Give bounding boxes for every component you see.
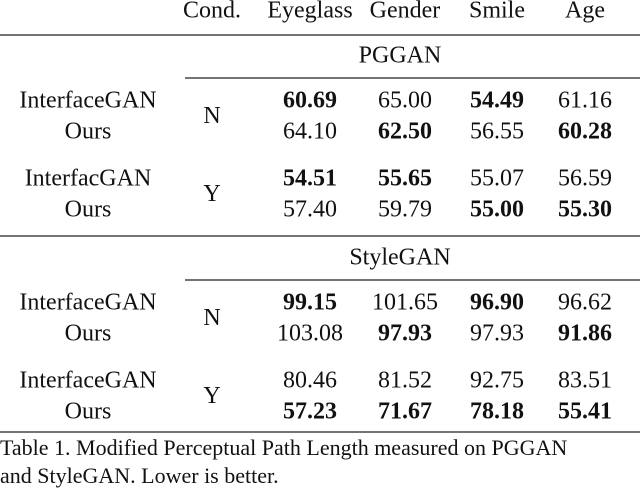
method-name: Ours [65, 399, 112, 425]
cell-value: 97.93 [470, 321, 524, 347]
condition: Y [203, 181, 220, 207]
cell-value: 62.50 [378, 119, 432, 145]
cell-value: 71.67 [378, 399, 432, 425]
cell-value: 78.18 [470, 399, 524, 425]
column-header: Eyeglass [267, 0, 352, 24]
cell-value: 83.51 [558, 368, 612, 394]
cell-value: 55.30 [558, 197, 612, 223]
cell-value: 56.55 [470, 119, 524, 145]
condition: Y [203, 383, 220, 409]
cell-value: 54.51 [283, 166, 337, 192]
cell-value: 99.15 [283, 290, 337, 316]
cell-value: 65.00 [378, 88, 432, 114]
section-title: StyleGAN [349, 245, 450, 271]
caption-line: and StyleGAN. Lower is better. [0, 463, 279, 488]
cell-value: 59.79 [378, 197, 432, 223]
cell-value: 55.00 [470, 197, 524, 223]
cell-value: 54.49 [470, 88, 524, 114]
cell-value: 64.10 [283, 119, 337, 145]
section-title: PGGAN [359, 43, 442, 69]
column-header: Age [565, 0, 605, 24]
cell-value: 57.23 [283, 399, 337, 425]
cell-value: 55.65 [378, 166, 432, 192]
method-name: InterfaceGAN [19, 368, 156, 394]
cell-value: 55.41 [558, 399, 612, 425]
column-header: Smile [469, 0, 525, 24]
method-name: InterfaceGAN [19, 88, 156, 114]
cell-value: 103.08 [277, 321, 343, 347]
cell-value: 80.46 [283, 368, 337, 394]
method-name: InterfacGAN [25, 166, 152, 192]
cell-value: 56.59 [558, 166, 612, 192]
cell-value: 60.28 [558, 119, 612, 145]
cell-value: 57.40 [283, 197, 337, 223]
cell-value: 60.69 [283, 88, 337, 114]
cell-value: 101.65 [372, 290, 438, 316]
cell-value: 96.62 [558, 290, 612, 316]
condition: N [203, 103, 220, 129]
method-name: InterfaceGAN [19, 290, 156, 316]
condition: N [203, 305, 220, 331]
cell-value: 91.86 [558, 321, 612, 347]
column-header: Cond. [183, 0, 241, 24]
cell-value: 97.93 [378, 321, 432, 347]
cell-value: 81.52 [378, 368, 432, 394]
cell-value: 92.75 [470, 368, 524, 394]
column-header: Gender [370, 0, 441, 24]
method-name: Ours [65, 321, 112, 347]
cell-value: 96.90 [470, 290, 524, 316]
caption-line: Table 1. Modified Perceptual Path Length… [0, 435, 567, 460]
method-name: Ours [65, 197, 112, 223]
cell-value: 61.16 [558, 88, 612, 114]
cell-value: 55.07 [470, 166, 524, 192]
method-name: Ours [65, 119, 112, 145]
